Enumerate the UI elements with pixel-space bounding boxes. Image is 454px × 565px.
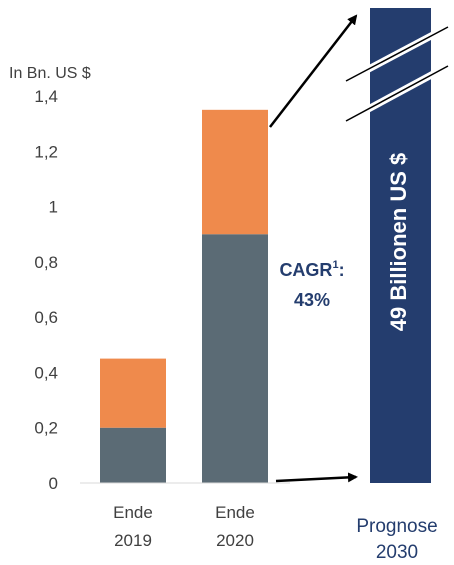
category-label: 2020 [216,531,254,550]
unit-label: In Bn. US $ [9,65,91,82]
axis-break-line [345,65,449,122]
y-tick-label: 1,4 [34,87,58,106]
category-label: Ende [113,503,153,522]
y-axis-ticks: 0 0,2 0,4 0,6 0,8 1 1,2 1,4 [34,87,58,493]
y-tick-label: 0,2 [34,419,58,438]
growth-arrow-top [269,14,358,128]
forecast-category-line1: Prognose [356,516,437,537]
y-tick-label: 0,6 [34,308,58,327]
cagr-text: CAGR [279,260,332,280]
y-tick-label: 1,2 [34,142,58,161]
cagr-value: 43% [294,290,330,310]
y-tick-label: 1 [49,198,58,217]
cagr-colon: : [339,260,345,280]
cagr-superscript: 1 [332,259,338,271]
y-tick-label: 0,8 [34,253,58,272]
y-tick-label: 0 [49,474,58,493]
growth-arrow-bottom [275,472,358,483]
bar-segment-2-1 [202,234,268,483]
forecast-category-line2: 2030 [376,542,418,563]
category-label: 2019 [114,531,152,550]
bar-segment-1-2 [100,358,166,428]
bar-segment-1-1 [100,427,166,483]
bar-segment-2-2 [202,109,268,235]
forecast-bar [370,8,431,483]
y-tick-label: 0,4 [34,363,58,382]
forecast-value-label: 49 Billionen US $ [386,153,411,332]
bars [100,109,268,483]
axis-break-line [345,26,449,82]
cagr-label: CAGR1: [279,259,344,280]
category-labels: Ende 2019 Ende 2020 [113,503,255,550]
category-label: Ende [215,503,255,522]
